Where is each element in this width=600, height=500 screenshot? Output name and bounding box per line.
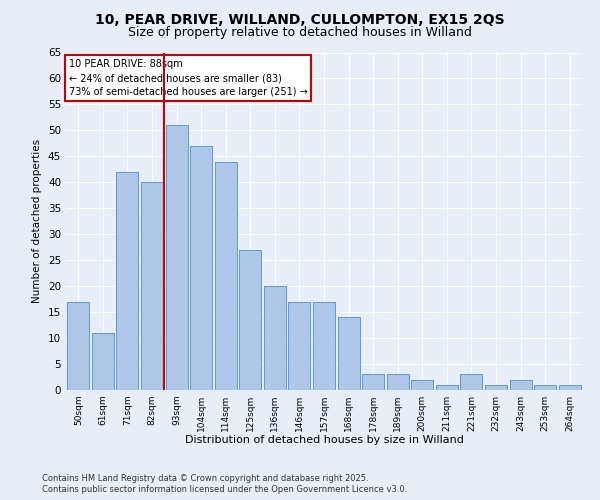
Bar (215, 162, 237, 390)
Bar (116, 172, 139, 390)
Bar (92, 333, 114, 390)
Bar (411, 380, 433, 390)
Bar (460, 374, 482, 390)
Bar (289, 302, 310, 390)
Text: Contains HM Land Registry data © Crown copyright and database right 2025.
Contai: Contains HM Land Registry data © Crown c… (42, 474, 407, 494)
Bar (190, 146, 212, 390)
Y-axis label: Number of detached properties: Number of detached properties (32, 139, 43, 304)
Text: 10, PEAR DRIVE, WILLAND, CULLOMPTON, EX15 2QS: 10, PEAR DRIVE, WILLAND, CULLOMPTON, EX1… (95, 12, 505, 26)
Bar (313, 302, 335, 390)
Bar (67, 302, 89, 390)
Bar (166, 125, 188, 390)
Bar (362, 374, 384, 390)
Bar (141, 182, 163, 390)
Bar (239, 250, 262, 390)
Bar (534, 385, 556, 390)
Bar (264, 286, 286, 390)
Text: 10 PEAR DRIVE: 88sqm
← 24% of detached houses are smaller (83)
73% of semi-detac: 10 PEAR DRIVE: 88sqm ← 24% of detached h… (68, 59, 307, 97)
Bar (386, 374, 409, 390)
Bar (559, 385, 581, 390)
X-axis label: Distribution of detached houses by size in Willand: Distribution of detached houses by size … (185, 436, 463, 446)
Bar (338, 318, 359, 390)
Bar (509, 380, 532, 390)
Text: Size of property relative to detached houses in Willand: Size of property relative to detached ho… (128, 26, 472, 39)
Bar (436, 385, 458, 390)
Bar (485, 385, 507, 390)
